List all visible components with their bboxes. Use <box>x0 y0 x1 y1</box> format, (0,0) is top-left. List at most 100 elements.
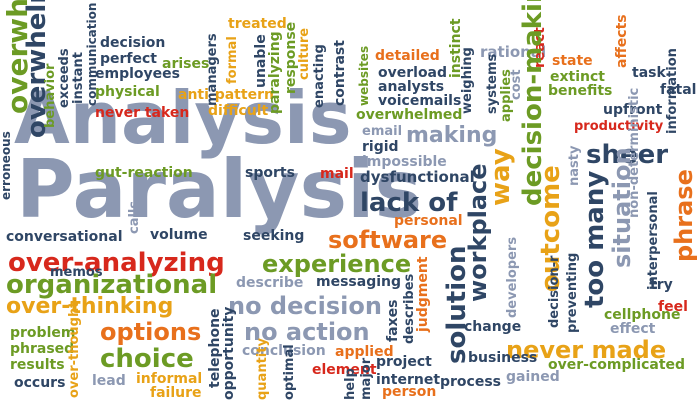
word-never-made: never made <box>506 336 667 364</box>
word-opportunity: opportunity <box>221 306 237 400</box>
word-paralyzing: paralyzing <box>267 31 283 114</box>
word-treated: treated <box>228 16 287 32</box>
word-no-action: no action <box>244 318 370 346</box>
word-too-many: too many <box>580 170 610 308</box>
word-internet: internet <box>376 372 441 388</box>
word-rational: rational <box>480 43 547 61</box>
word-business: business <box>468 350 538 366</box>
word-volume: volume <box>150 227 208 243</box>
word-results: results <box>10 357 65 373</box>
word-lead: lead <box>92 373 126 389</box>
word-state: state <box>552 53 593 69</box>
word-quantity: quantity <box>255 338 270 400</box>
word-behavior: behavior <box>43 63 58 128</box>
word-rigid: rigid <box>362 139 399 155</box>
word-element: element <box>312 362 377 378</box>
word-dysfunctional: dysfunctional <box>360 168 475 186</box>
word-process: process <box>440 374 502 390</box>
word-judgment: judgment <box>415 256 431 332</box>
word-over-analyzing: over-analyzing <box>8 248 225 278</box>
word-weighing: weighing <box>460 47 475 114</box>
word-solution: solution <box>442 245 472 364</box>
word-benefits: benefits <box>548 83 613 99</box>
word-decision-r: decision-r <box>547 255 562 328</box>
word-information: information <box>665 48 680 134</box>
word-phrase: phrase <box>670 169 698 262</box>
word-feel: feel <box>658 299 688 315</box>
word-unable: unable <box>253 34 269 88</box>
word-erroneous: erroneous <box>0 131 13 200</box>
word-occurs: occurs <box>14 375 66 391</box>
word-help: help <box>343 368 358 400</box>
word-failure: failure <box>150 385 202 400</box>
word-choice: choice <box>100 344 194 374</box>
word-task: task <box>632 65 666 81</box>
word-conversational: conversational <box>6 229 123 245</box>
word-interpersonal: interpersonal <box>646 191 661 290</box>
word-organizational: organizational <box>6 270 218 300</box>
word-physical: physical <box>95 84 160 100</box>
word-phrased: phrased <box>10 341 75 357</box>
word-employees: employees <box>95 66 180 82</box>
word-over-complicated: over-complicated <box>548 357 686 373</box>
word-contrast: contrast <box>332 40 348 106</box>
word-sheer: sheer <box>586 140 669 170</box>
word-preventing: preventing <box>565 252 580 333</box>
word-gained: gained <box>506 369 560 385</box>
word-calls: calls <box>127 200 142 234</box>
word-impossible: impossible <box>362 154 447 170</box>
word-websites: websites <box>357 45 371 106</box>
word-detailed: detailed <box>375 48 440 64</box>
word-arises: arises <box>162 56 210 72</box>
word-seeking: seeking <box>243 228 305 244</box>
word-voicemails: voicemails <box>378 93 462 109</box>
word-managers: managers <box>205 33 220 106</box>
word-faxes: faxes <box>385 299 401 342</box>
word-instant: instant <box>71 52 86 104</box>
word-developers: developers <box>505 236 520 318</box>
word-analysts: analysts <box>378 79 445 95</box>
word-never-taken: never taken <box>95 105 190 121</box>
word-upfront: upfront <box>603 102 663 118</box>
word-effect: effect <box>610 321 656 337</box>
word-exceeds: exceeds <box>57 48 72 108</box>
word-cellphone: cellphone <box>604 307 681 323</box>
word-try: try <box>650 277 673 293</box>
word-formal: formal <box>225 36 240 84</box>
word-experience: experience <box>262 250 412 278</box>
word-software: software <box>328 226 448 254</box>
word-anti-pattern: anti-pattern <box>178 87 274 103</box>
word-describe: describe <box>236 275 304 291</box>
word-applied: applied <box>335 344 394 360</box>
word-mail: mail <box>320 166 354 182</box>
word-analysis: Analysis <box>14 76 352 160</box>
word-problem: problem <box>10 325 76 341</box>
word-culture: culture <box>297 27 312 80</box>
word-paralysis: Paralysis <box>16 143 423 236</box>
word-systems: systems <box>485 53 500 114</box>
word-memos: memos <box>50 265 103 280</box>
word-perfect: perfect <box>100 51 157 67</box>
word-over-thinking: over-thinking <box>6 294 174 319</box>
word-conclusion: conclusion <box>242 343 326 359</box>
word-project: project <box>376 354 432 370</box>
word-informal: informal <box>136 371 203 387</box>
word-over-thought: over-thought <box>67 301 82 398</box>
word-overload: overload <box>378 65 448 81</box>
word-no-decision: no decision <box>228 292 382 320</box>
word-email: email <box>362 124 403 139</box>
word-affects: affects <box>614 14 630 68</box>
word-lack-of: lack of <box>360 188 458 218</box>
word-decision: decision <box>100 35 166 51</box>
word-optimal: optimal <box>282 344 297 400</box>
word-major: major <box>359 357 374 400</box>
word-productivity: productivity <box>574 119 664 134</box>
word-making: making <box>406 123 498 148</box>
word-gut-reaction: gut-reaction <box>95 165 193 181</box>
word-enacting: enacting <box>312 44 327 108</box>
word-overwhelmed: overwhelmed <box>356 107 463 123</box>
word-difficult: difficult <box>208 103 269 119</box>
word-extinct: extinct <box>550 69 605 85</box>
word-change: change <box>464 319 522 335</box>
